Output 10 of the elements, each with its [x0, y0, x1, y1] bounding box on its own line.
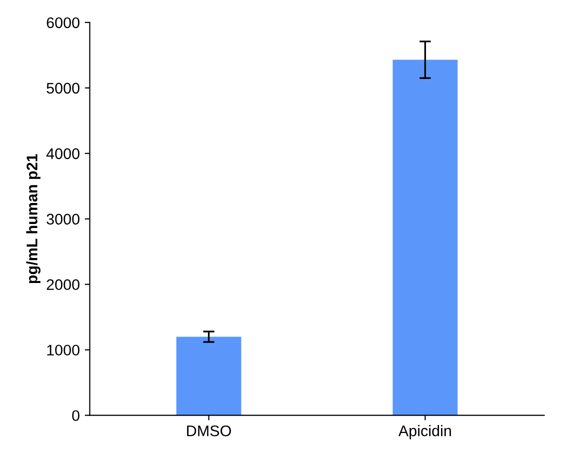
y-tick-label: 6000: [46, 17, 80, 28]
y-axis-title: pg/mL human p21: [26, 154, 40, 284]
y-tick-label: 5000: [46, 82, 80, 94]
x-tick-label: Apicidin: [398, 425, 451, 440]
y-tick-label: 0: [72, 410, 80, 422]
y-tick-label: 4000: [46, 148, 80, 160]
y-tick-label: 1000: [47, 344, 80, 356]
x-tick-label: DMSO: [187, 425, 231, 436]
y-tick-label: 3000: [46, 214, 80, 225]
y-tick-label: 2000: [46, 279, 80, 290]
